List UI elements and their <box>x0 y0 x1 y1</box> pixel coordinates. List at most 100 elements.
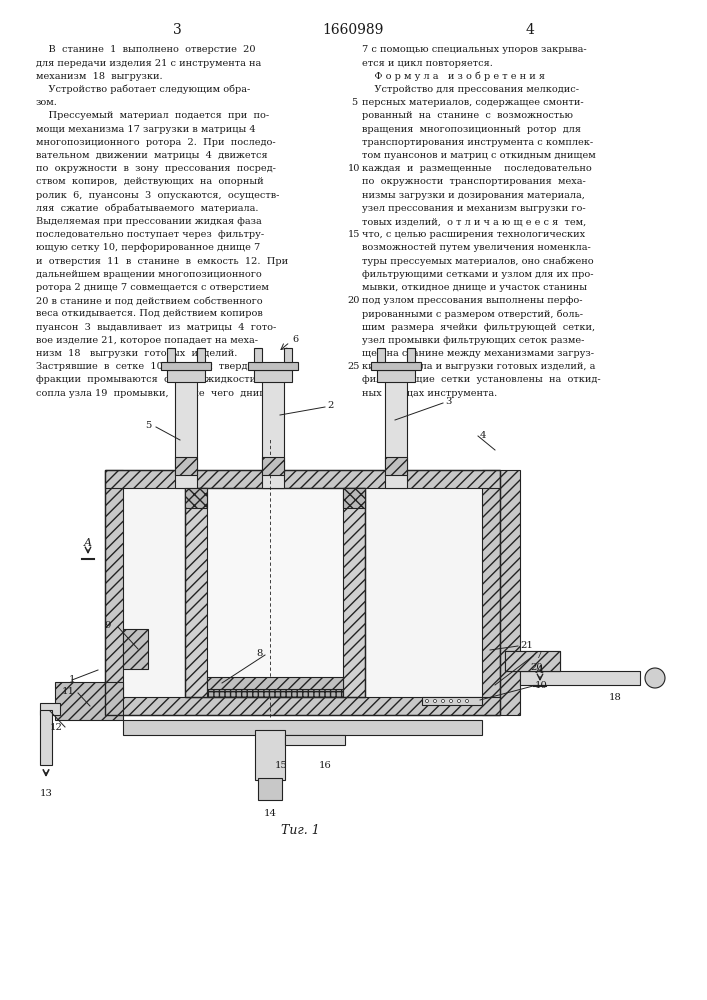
Text: ротора 2 днище 7 совмещается с отверстием: ротора 2 днище 7 совмещается с отверстие… <box>36 283 269 292</box>
Text: 10: 10 <box>535 680 548 690</box>
Text: Устройство для прессования мелкодис-: Устройство для прессования мелкодис- <box>362 85 579 94</box>
Text: В  станине  1  выполнено  отверстие  20: В станине 1 выполнено отверстие 20 <box>36 45 255 54</box>
Text: фракции  промываются  струей  жидкости  из: фракции промываются струей жидкости из <box>36 375 274 384</box>
Text: последовательно поступает через  фильтру-: последовательно поступает через фильтру- <box>36 230 264 239</box>
Text: 18: 18 <box>609 692 621 702</box>
Text: вательном  движении  матрицы  4  движется: вательном движении матрицы 4 движется <box>36 151 268 160</box>
Bar <box>55 682 123 720</box>
Circle shape <box>433 700 436 702</box>
Text: 13: 13 <box>40 788 52 798</box>
Text: многопозиционного  ротора  2.  При  последо-: многопозиционного ротора 2. При последо- <box>36 138 276 147</box>
Circle shape <box>441 700 445 702</box>
Bar <box>262 457 284 475</box>
Text: 1660989: 1660989 <box>322 23 384 37</box>
Text: фильтрующими сетками и узлом для их про-: фильтрующими сетками и узлом для их про- <box>362 270 593 279</box>
Bar <box>385 370 407 488</box>
Text: ки материала и выгрузки готовых изделий, а: ки материала и выгрузки готовых изделий,… <box>362 362 595 371</box>
Bar <box>422 697 482 705</box>
Text: 11: 11 <box>62 688 75 696</box>
Text: рованный  на  станине  с  возможностью: рованный на станине с возможностью <box>362 111 573 120</box>
Bar <box>248 362 298 370</box>
Text: 21: 21 <box>520 641 533 650</box>
Text: ством  копиров,  действующих  на  опорный: ством копиров, действующих на опорный <box>36 178 264 186</box>
Text: 9: 9 <box>105 620 111 630</box>
Circle shape <box>457 700 460 702</box>
Text: персных материалов, содержащее смонти-: персных материалов, содержащее смонти- <box>362 98 583 107</box>
Text: низм  18   выгрузки  готовых  изделий.: низм 18 выгрузки готовых изделий. <box>36 349 238 358</box>
Text: вое изделие 21, которое попадает на меха-: вое изделие 21, которое попадает на меха… <box>36 336 258 345</box>
Text: 1: 1 <box>69 676 75 684</box>
Bar <box>254 348 262 362</box>
Bar <box>175 457 197 475</box>
Text: для передачи изделия 21 с инструмента на: для передачи изделия 21 с инструмента на <box>36 59 262 68</box>
Bar <box>258 778 282 800</box>
Bar <box>407 348 415 362</box>
Circle shape <box>450 700 452 702</box>
Text: 4: 4 <box>480 430 486 440</box>
Bar <box>185 488 207 508</box>
Text: и  отверстия  11  в  станине  в  емкость  12.  При: и отверстия 11 в станине в емкость 12. П… <box>36 257 288 266</box>
Bar <box>500 470 520 715</box>
Text: зом.: зом. <box>36 98 58 107</box>
Bar <box>207 677 343 689</box>
Text: 4: 4 <box>525 23 534 37</box>
Text: узел промывки фильтрующих сеток разме-: узел промывки фильтрующих сеток разме- <box>362 336 585 345</box>
Text: 20: 20 <box>530 662 543 672</box>
Bar <box>105 470 123 715</box>
Text: шим  размера  ячейки  фильтрующей  сетки,: шим размера ячейки фильтрующей сетки, <box>362 323 595 332</box>
Circle shape <box>465 700 469 702</box>
Text: 5: 5 <box>351 98 357 107</box>
Text: сопла узла 19  промывки,  после  чего  днище: сопла узла 19 промывки, после чего днище <box>36 389 274 398</box>
Bar <box>185 488 207 697</box>
Text: 12: 12 <box>50 724 63 732</box>
Bar <box>520 671 640 685</box>
Text: Ф о р м у л а   и з о б р е т е н и я: Ф о р м у л а и з о б р е т е н и я <box>362 72 545 81</box>
Text: рированными с размером отверстий, боль-: рированными с размером отверстий, боль- <box>362 309 583 319</box>
Text: 16: 16 <box>319 760 332 770</box>
Text: 25: 25 <box>348 362 360 371</box>
Circle shape <box>426 700 428 702</box>
Bar <box>377 348 385 362</box>
Bar <box>197 348 205 362</box>
Text: веса откидывается. Под действием копиров: веса откидывается. Под действием копиров <box>36 310 263 318</box>
Text: ляя  сжатие  обрабатываемого  материала.: ляя сжатие обрабатываемого материала. <box>36 204 259 213</box>
Text: 20: 20 <box>348 296 360 305</box>
Bar <box>385 457 407 475</box>
Text: ющую сетку 10, перфорированное днище 7: ющую сетку 10, перфорированное днище 7 <box>36 243 260 252</box>
Bar <box>371 362 421 370</box>
Text: 3: 3 <box>173 23 182 37</box>
Text: каждая  и  размещенные    последовательно: каждая и размещенные последовательно <box>362 164 592 173</box>
Text: товых изделий,  о т л и ч а ю щ е е с я  тем,: товых изделий, о т л и ч а ю щ е е с я т… <box>362 217 586 226</box>
Bar <box>262 370 284 488</box>
Bar <box>207 689 343 697</box>
Circle shape <box>645 668 665 688</box>
Bar <box>343 488 365 697</box>
Text: что, с целью расширения технологических: что, с целью расширения технологических <box>362 230 585 239</box>
Bar <box>161 362 211 370</box>
Text: A: A <box>84 538 92 548</box>
Text: ется и цикл повторяется.: ется и цикл повторяется. <box>362 59 493 68</box>
Text: ролик  6,  пуансоны  3  опускаются,  осуществ-: ролик 6, пуансоны 3 опускаются, осуществ… <box>36 191 279 200</box>
Text: туры прессуемых материалов, оно снабжено: туры прессуемых материалов, оно снабжено <box>362 256 594 266</box>
Bar <box>175 370 197 488</box>
Text: по  окружности  транспортирования  меха-: по окружности транспортирования меха- <box>362 178 586 186</box>
Bar <box>167 348 175 362</box>
Text: 2: 2 <box>327 400 333 410</box>
Text: под узлом прессования выполнены перфо-: под узлом прессования выполнены перфо- <box>362 296 583 305</box>
Bar <box>123 629 148 669</box>
Text: 5: 5 <box>145 420 151 430</box>
Text: возможностей путем увеличения номенкла-: возможностей путем увеличения номенкла- <box>362 243 591 252</box>
Text: по  окружности  в  зону  прессования  посред-: по окружности в зону прессования посред- <box>36 164 276 173</box>
Bar <box>167 370 205 382</box>
Text: Застрявшие  в  сетке  10  частицы  твердой: Застрявшие в сетке 10 частицы твердой <box>36 362 260 371</box>
Text: мывки, откидное днище и участок станины: мывки, откидное днище и участок станины <box>362 283 587 292</box>
Bar <box>505 651 560 671</box>
Text: 15: 15 <box>348 230 360 239</box>
Bar <box>105 697 500 715</box>
Text: 10: 10 <box>348 164 360 173</box>
Bar <box>40 703 60 715</box>
Bar <box>343 488 365 508</box>
Text: щен на станине между механизмами загруз-: щен на станине между механизмами загруз- <box>362 349 594 358</box>
Text: 14: 14 <box>264 808 276 818</box>
Text: низмы загрузки и дозирования материала,: низмы загрузки и дозирования материала, <box>362 191 585 200</box>
